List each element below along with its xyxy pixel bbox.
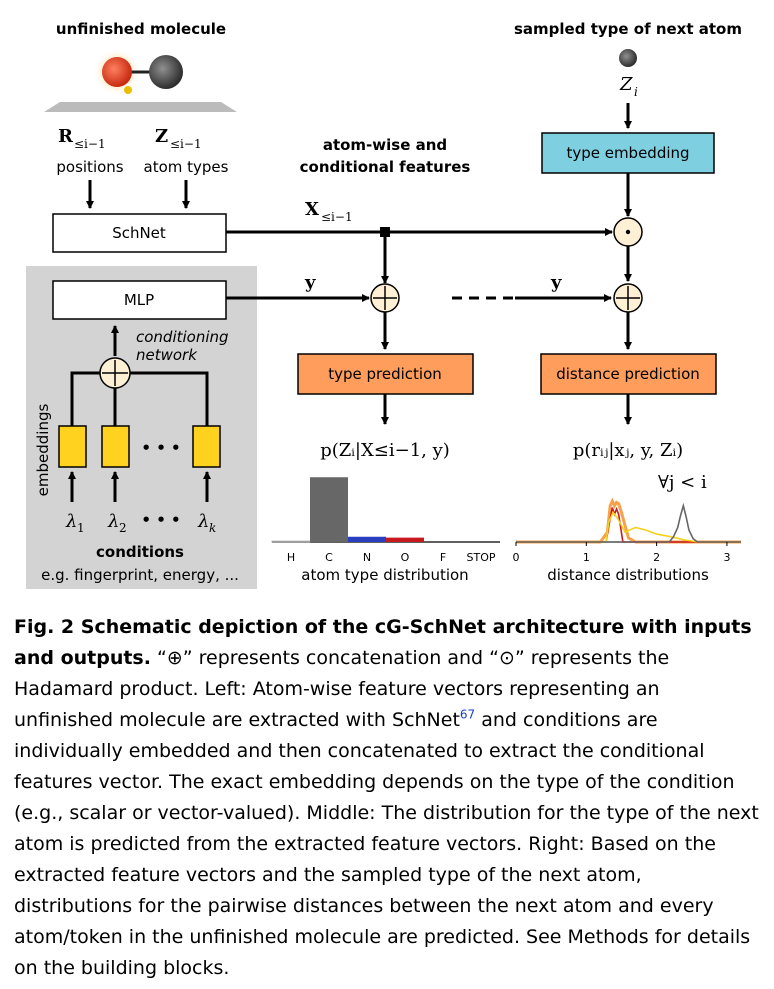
lambda-2-subscript: 2	[119, 521, 127, 535]
architecture-diagram: unfinished molecule R ≤i−1 positions Z ≤…	[26, 20, 742, 589]
next-atom-title: sampled type of next atom	[514, 20, 742, 38]
embedding-block-2	[101, 425, 130, 468]
mlp-box	[52, 280, 227, 320]
positions-subscript: ≤i−1	[74, 137, 106, 151]
y-symbol-2: y	[550, 272, 562, 293]
lambda-k-subscript: k	[209, 521, 216, 535]
lambda-2: λ	[107, 511, 119, 532]
distance-series-3	[516, 510, 741, 543]
tick-label-3: 3	[723, 551, 730, 564]
atom-oxygen	[102, 57, 132, 87]
tick-o: O	[401, 551, 410, 564]
positions-label: positions	[56, 158, 123, 176]
bar-h	[271, 540, 311, 543]
mlp-label: MLP	[124, 291, 154, 309]
molecule-illustration: unfinished molecule	[44, 20, 237, 112]
distance-chart: distance distributions 0 1 2 3	[513, 497, 741, 584]
lambda-1: λ	[65, 511, 77, 532]
next-atom-icon	[619, 49, 637, 67]
conditioning-network-line1: conditioning	[136, 328, 229, 346]
concat-operator-middle	[370, 283, 400, 313]
conditions-examples: e.g. fingerprint, energy, ...	[41, 566, 239, 584]
zi-symbol: Z	[619, 74, 633, 95]
concat-operator-conditions	[99, 357, 131, 389]
schnet-label: SchNet	[112, 224, 166, 242]
concat-operator-right	[613, 283, 643, 313]
distance-prediction-box	[540, 353, 717, 395]
types-label: atom types	[144, 158, 229, 176]
lambda-k: λ	[197, 511, 209, 532]
bar-c	[310, 477, 348, 542]
tick-h: H	[287, 551, 295, 564]
caption-text-2: and conditions are individually embedded…	[14, 709, 759, 979]
bar-n	[348, 536, 386, 542]
x-subscript: ≤i−1	[321, 210, 353, 224]
atom-carbon	[149, 55, 183, 89]
caption-title: Fig. 2 Schematic depiction of the cG-Sch…	[14, 616, 752, 669]
tick-stop: STOP	[467, 551, 496, 564]
figure-caption: Fig. 2 Schematic depiction of the cG-Sch…	[14, 612, 764, 984]
distance-prediction-label: distance prediction	[556, 365, 700, 383]
forall-label: ∀j < i	[658, 472, 707, 493]
caption-text-1: “⊕” represents concatenation and “⊙” rep…	[14, 647, 670, 731]
embedding-block-k	[192, 425, 221, 468]
embedding-block-1	[58, 425, 87, 468]
type-embedding-box	[541, 132, 715, 174]
caption-reference[interactable]: 67	[459, 707, 476, 722]
embeddings-label: embeddings	[34, 403, 52, 496]
zi-subscript: i	[634, 85, 638, 99]
distance-formula: p(rᵢⱼ|xⱼ, y, Zᵢ)	[573, 440, 683, 461]
distance-axis-title: distance distributions	[547, 566, 709, 584]
tick-label-1: 1	[583, 551, 590, 564]
type-axis-title: atom type distribution	[301, 566, 468, 584]
y-symbol-1: y	[304, 272, 316, 293]
ellipsis-embeddings: • • •	[141, 439, 180, 457]
tick-f: F	[440, 551, 446, 564]
type-formula: p(Zᵢ|X≤i−1, y)	[320, 440, 450, 461]
type-prediction-box	[297, 353, 474, 395]
features-label-line1: atom-wise and	[323, 136, 447, 154]
ellipsis-lambdas: • • •	[141, 511, 180, 529]
bar-o	[386, 537, 424, 542]
distance-series-4	[516, 502, 741, 543]
types-subscript: ≤i−1	[170, 137, 202, 151]
types-symbol: Z	[155, 126, 168, 147]
type-embedding-label: type embedding	[566, 144, 689, 162]
molecule-title: unfinished molecule	[56, 20, 226, 38]
atom-type-chart: atom type distribution H C N O F STOP	[271, 477, 500, 584]
conditions-label: conditions	[96, 543, 184, 561]
tick-label-2: 2	[653, 551, 660, 564]
tick-n: N	[363, 551, 371, 564]
distance-series-1	[516, 497, 741, 544]
atom-small	[124, 86, 132, 94]
hadamard-operator	[613, 217, 643, 247]
tick-label-0: 0	[513, 551, 520, 564]
x-symbol: X	[305, 199, 319, 220]
type-prediction-label: type prediction	[328, 365, 442, 383]
features-label-line2: conditional features	[300, 158, 471, 176]
conditioning-network-line2: network	[136, 346, 198, 364]
lambda-1-subscript: 1	[77, 521, 85, 535]
tick-c: C	[325, 551, 333, 564]
positions-symbol: R	[58, 126, 74, 147]
